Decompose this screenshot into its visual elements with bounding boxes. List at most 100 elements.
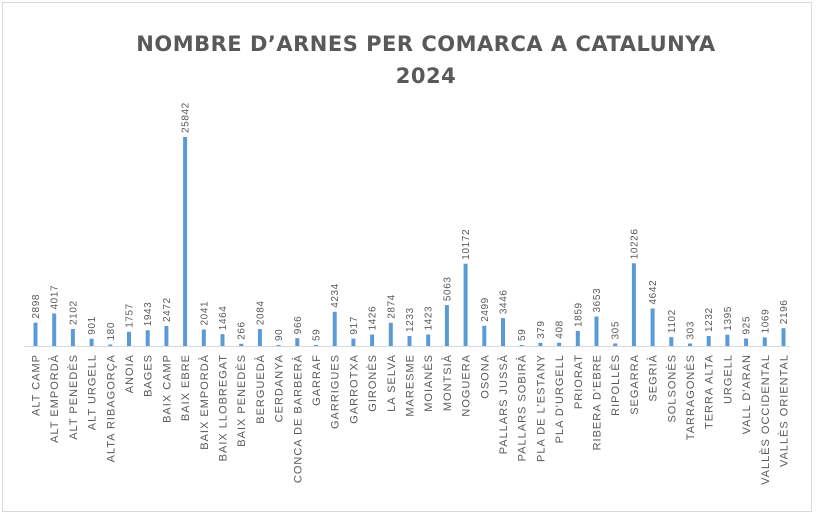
data-label: 2898	[31, 294, 42, 319]
bar	[538, 342, 543, 346]
category-label: PLA DE L'ESTANY	[535, 354, 547, 462]
category-label: PLA D'URGELL	[554, 354, 566, 443]
category-label: GARROTXA	[348, 354, 360, 424]
category-label: BAIX PENEDÈS	[235, 354, 248, 447]
bar	[762, 337, 767, 346]
category-label: RIBERA D'EBRE	[592, 354, 604, 450]
data-label: 3446	[499, 289, 510, 314]
data-label: 266	[237, 321, 248, 340]
bar	[557, 342, 562, 346]
data-label: 25842	[181, 102, 192, 133]
category-label: ALT EMPORDÀ	[48, 354, 61, 443]
data-label: 408	[555, 320, 566, 339]
data-label: 901	[87, 316, 98, 335]
bar	[201, 329, 206, 346]
bar	[426, 334, 431, 346]
data-label: 2041	[199, 301, 210, 326]
data-label: 180	[106, 322, 117, 341]
category-label: VALLÈS OCCIDENTAL	[759, 354, 772, 485]
data-label: 1069	[760, 309, 771, 334]
category-label: BAGES	[143, 354, 155, 397]
category-label: BERGUEDÀ	[254, 354, 267, 424]
data-label: 1233	[405, 307, 416, 332]
bar	[575, 331, 580, 346]
bar	[631, 263, 636, 346]
bar	[164, 326, 169, 346]
bar	[370, 334, 375, 346]
chart-title-line-1: NOMBRE D’ARNES PER COMARCA A CATALUNYA	[136, 32, 716, 56]
data-label: 917	[349, 316, 360, 335]
data-label: 4642	[648, 280, 659, 305]
bar	[444, 305, 449, 346]
bar	[108, 344, 113, 346]
category-label: ALT URGELL	[87, 354, 99, 430]
category-label: OSONA	[479, 354, 491, 399]
data-label: 4234	[330, 283, 341, 308]
data-label: 10226	[629, 228, 640, 259]
data-label: 1757	[125, 303, 136, 328]
category-label: GARRIGUES	[330, 354, 342, 429]
bar	[725, 334, 730, 346]
data-label: 2102	[68, 300, 79, 325]
bar	[594, 316, 599, 346]
bar	[33, 322, 38, 346]
data-label: 59	[312, 329, 323, 341]
bar	[351, 338, 356, 346]
bar	[650, 308, 655, 346]
bar	[519, 345, 524, 346]
category-label: SEGRIÀ	[647, 354, 660, 402]
bar	[70, 329, 75, 346]
data-label: 2084	[255, 300, 266, 325]
category-label: URGELL	[722, 354, 734, 404]
bar	[463, 263, 468, 346]
bar	[52, 313, 57, 346]
category-label: NOGUERA	[461, 354, 473, 417]
bar	[501, 318, 505, 346]
category-label: VALL D'ARAN	[741, 354, 753, 434]
category-label: BAIX CAMP	[161, 354, 173, 423]
category-label: SEGARRA	[629, 354, 641, 415]
bar	[332, 311, 337, 346]
category-label: MOIANÈS	[422, 354, 435, 412]
category-label: TARRAGONÈS	[684, 354, 697, 440]
bar	[744, 338, 749, 346]
data-label: 59	[517, 329, 528, 341]
chart-title-line-2: 2024	[395, 64, 457, 88]
bar	[295, 338, 300, 346]
bar	[706, 336, 711, 346]
category-label: SOLSONÈS	[665, 354, 678, 423]
bar	[314, 345, 318, 346]
category-label: CERDANYA	[274, 354, 286, 422]
bar	[482, 325, 487, 346]
data-label: 1423	[424, 306, 435, 331]
bar	[127, 331, 131, 346]
category-label: BAIX LLOBREGAT	[218, 354, 230, 461]
data-label: 3653	[592, 288, 603, 313]
data-label: 305	[611, 321, 622, 340]
category-label: ALTA RIBAGORÇA	[105, 354, 117, 462]
data-label: 4017	[50, 285, 61, 310]
data-label: 10172	[461, 229, 472, 260]
data-label: 1102	[667, 309, 678, 333]
category-label: GIRONÈS	[366, 354, 379, 412]
data-label: 1395	[723, 306, 734, 331]
bar	[89, 338, 94, 346]
bar	[669, 337, 674, 346]
data-label: 379	[536, 320, 547, 339]
category-label: BAIX EBRE	[180, 354, 192, 421]
bar	[145, 330, 150, 346]
category-label: PRIORAT	[573, 354, 585, 409]
data-label: 2499	[480, 297, 491, 322]
category-label: ALT PENEDÈS	[67, 354, 80, 440]
bar	[613, 343, 618, 346]
data-label: 2874	[386, 294, 397, 319]
data-label: 2196	[779, 300, 790, 325]
data-label: 5063	[442, 276, 453, 301]
category-label: LA SELVA	[386, 354, 398, 412]
category-label: CONCA DE BARBERÀ	[291, 354, 304, 483]
category-label: ANOIA	[124, 354, 136, 393]
category-label: MONTSIÀ	[441, 354, 454, 411]
category-label: VALLÈS ORIENTAL	[778, 354, 791, 467]
